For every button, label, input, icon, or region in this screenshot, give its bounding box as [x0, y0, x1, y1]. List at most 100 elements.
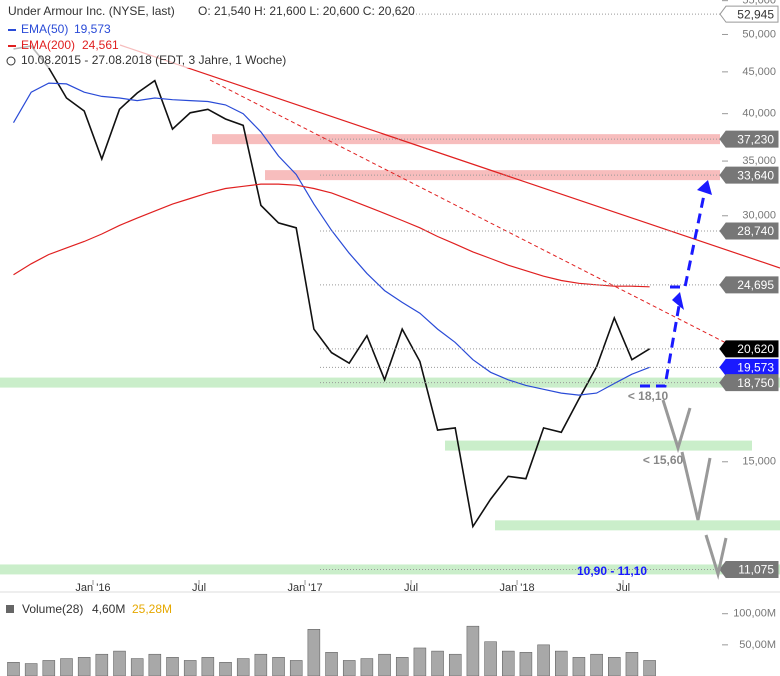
level-badge [719, 560, 779, 578]
volume-last: 4,60M [92, 602, 125, 616]
annotation: 10,90 - 11,10 [577, 564, 647, 578]
annotation: < 18,10 [628, 389, 669, 403]
x-tick-label: Jan '17 [287, 582, 322, 594]
y-tick-label: 55,000 [742, 0, 776, 7]
trend-line [119, 44, 780, 269]
zone [495, 520, 780, 531]
y-tick-label: 50,00M [739, 639, 776, 651]
trend-line-dashed [209, 79, 731, 346]
volume-bar [590, 653, 603, 676]
volume-bar [148, 653, 162, 676]
volume-bar [643, 660, 656, 676]
level-badge [719, 222, 779, 240]
level-badge [719, 166, 779, 184]
y-tick-label: 15,000 [742, 456, 776, 468]
volume-bar [60, 658, 73, 676]
volume-icon [6, 605, 14, 613]
volume-bar [537, 644, 550, 676]
level-badge [719, 130, 779, 148]
legend-value: 24,561 [82, 38, 119, 52]
level-label: 37,230 [737, 132, 774, 146]
volume-bar [625, 652, 639, 676]
volume-bar [431, 650, 444, 676]
level-badge [719, 276, 779, 294]
level-label: 18,750 [737, 376, 774, 390]
x-tick-label: Jul [192, 582, 206, 594]
volume-bar [7, 662, 20, 676]
level-label: 33,640 [737, 168, 774, 182]
level-badge [719, 374, 779, 392]
volume-bar [77, 657, 91, 676]
volume-bar [219, 662, 232, 676]
legend-title: Under Armour Inc. (NYSE, last) [8, 4, 175, 18]
volume-bar [484, 641, 497, 676]
volume-bar [272, 657, 285, 676]
x-tick-label: Jul [404, 582, 418, 594]
volume-bar [501, 650, 515, 676]
volume-bar [130, 658, 144, 676]
projection-path [640, 189, 707, 388]
volume-bar [201, 657, 215, 676]
scenario-arrow [704, 534, 728, 580]
level-badge [719, 340, 779, 358]
y-tick-label: 45,000 [742, 66, 776, 78]
legend-quote: O: 21,540 H: 21,600 L: 20,600 C: 20,620 [198, 4, 415, 18]
zone [212, 134, 720, 145]
legend-label: EMA(50) [21, 22, 68, 36]
plot: 15,000 30,000 35,000 40,000 45,000 50,000 55,0… [12, 0, 779, 594]
legend-value: 19,573 [74, 22, 111, 36]
y-tick-label: 40,000 [742, 108, 776, 120]
volume-bar [519, 652, 533, 676]
volume-bar [413, 647, 427, 676]
volume-bar [555, 650, 568, 676]
volume-bar [378, 653, 391, 676]
y-tick-label: 30,000 [742, 210, 776, 222]
volume-bar [183, 660, 197, 676]
volume-bar [325, 652, 338, 676]
level-label: 11,075 [738, 563, 774, 577]
series-line [13, 45, 651, 529]
level-label: 20,620 [737, 342, 774, 356]
level-label: 52,945 [737, 7, 774, 21]
volume-bar [466, 625, 480, 676]
legend: Under Armour Inc. (NYSE, last) O: 21,540… [0, 2, 415, 68]
volume-bar [360, 658, 374, 676]
volume-bar [113, 650, 126, 676]
volume-bar [166, 657, 179, 676]
zone [265, 170, 720, 181]
series-line [12, 82, 650, 396]
volume-bar [342, 660, 356, 676]
y-tick-label: 100,00M [733, 608, 776, 620]
volume-bar [236, 658, 250, 676]
y-tick-label: 35,000 [742, 155, 776, 167]
volume-panel: 50,00M 100,00M [7, 608, 776, 676]
zones [0, 134, 780, 575]
volume-bar [395, 657, 409, 676]
volume-average: 25,28M [132, 602, 172, 616]
legend-bg [0, 2, 400, 68]
x-tick-label: Jul [616, 582, 630, 594]
volume-bar [608, 657, 621, 676]
level-label: 28,740 [737, 224, 774, 238]
volume-bar [24, 663, 38, 676]
legend-period: 10.08.2015 - 27.08.2018 (EDT, 3 Jahre, 1… [21, 53, 286, 67]
legend-label: EMA(200) [21, 38, 75, 52]
volume-bar [289, 660, 303, 676]
level-badge [719, 5, 779, 23]
series-line [13, 183, 650, 288]
volume-bar [254, 653, 268, 676]
volume-name: Volume(28) [22, 602, 83, 616]
volume-bar [42, 660, 56, 676]
x-tick-label: Jan '16 [75, 582, 110, 594]
annotation: < 15,60 [643, 453, 684, 467]
volume-bar [307, 629, 321, 676]
level-label: 24,695 [737, 278, 774, 292]
volume-bar [572, 657, 586, 676]
scenario-arrow [661, 399, 692, 454]
volume-bar [95, 653, 109, 676]
x-tick-label: Jan '18 [500, 582, 535, 594]
y-tick-label: 50,000 [742, 28, 776, 40]
projection-arrowhead [672, 180, 712, 310]
level-label: 19,573 [737, 361, 774, 375]
